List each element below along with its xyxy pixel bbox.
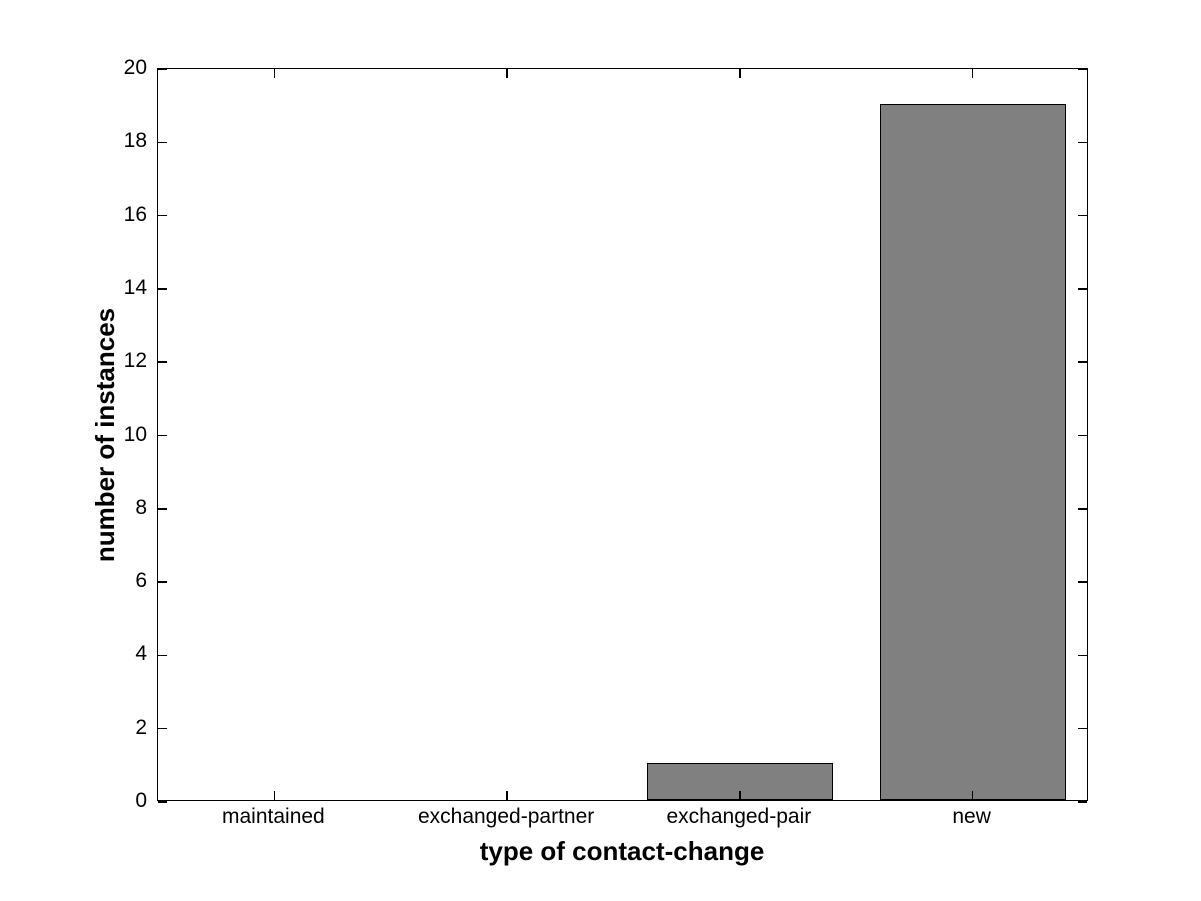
y-tick-mark xyxy=(1078,68,1087,70)
y-tick-mark xyxy=(158,288,167,290)
y-tick-mark xyxy=(1078,508,1087,510)
y-tick-mark xyxy=(158,434,167,437)
y-tick-mark xyxy=(1078,654,1087,657)
y-tick-mark xyxy=(1078,801,1087,803)
y-tick-mark xyxy=(1078,214,1087,217)
y-tick-mark xyxy=(1078,141,1087,144)
x-tick-label-exchanged-pair: exchanged-pair xyxy=(666,805,812,828)
x-tick-label-new: new xyxy=(952,805,991,828)
x-tick-label-exchanged-partner: exchanged-partner xyxy=(417,805,595,828)
x-tick-mark xyxy=(739,791,741,800)
y-tick-mark xyxy=(158,214,167,217)
y-tick-mark xyxy=(1078,361,1087,363)
y-tick-mark xyxy=(1078,434,1087,437)
y-tick-label: 20 xyxy=(123,56,147,79)
x-tick-mark xyxy=(273,791,276,800)
y-tick-label: 18 xyxy=(123,129,147,153)
x-tick-mark xyxy=(971,791,974,800)
y-axis-label: number of instances xyxy=(90,307,120,563)
y-tick-mark xyxy=(158,141,167,144)
plot-area xyxy=(157,68,1088,803)
y-tick-label: 0 xyxy=(135,789,147,812)
x-axis-label: type of contact-change xyxy=(479,836,765,866)
y-tick-label: 10 xyxy=(123,422,147,446)
x-tick-mark xyxy=(971,69,974,78)
y-tick-label: 8 xyxy=(135,495,147,519)
x-tick-mark xyxy=(739,69,741,78)
x-tick-mark xyxy=(273,69,276,78)
y-tick-label: 2 xyxy=(135,715,147,739)
x-tick-label-maintained: maintained xyxy=(222,805,325,828)
x-tick-mark xyxy=(506,791,508,800)
y-tick-mark xyxy=(158,727,167,730)
y-tick-label: 14 xyxy=(123,275,147,299)
y-tick-mark xyxy=(158,361,167,363)
y-tick-label: 6 xyxy=(135,569,147,593)
y-tick-mark xyxy=(158,581,167,583)
y-tick-label: 16 xyxy=(123,202,147,226)
y-tick-label: 4 xyxy=(135,642,147,666)
y-tick-label: 12 xyxy=(123,349,147,373)
y-tick-mark xyxy=(158,801,167,803)
x-tick-mark xyxy=(506,69,508,78)
y-tick-mark xyxy=(1078,581,1087,583)
y-tick-mark xyxy=(1078,288,1087,290)
y-tick-mark xyxy=(1078,727,1087,730)
y-tick-mark xyxy=(158,508,167,510)
bar-new xyxy=(879,103,1066,800)
y-tick-mark xyxy=(158,654,167,657)
y-tick-mark xyxy=(158,68,167,70)
